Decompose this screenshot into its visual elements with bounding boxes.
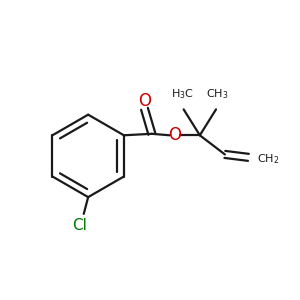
Text: CH$_3$: CH$_3$ (206, 87, 229, 100)
Text: O: O (138, 92, 151, 110)
Text: Cl: Cl (72, 218, 87, 233)
Text: H$_3$C: H$_3$C (171, 87, 194, 100)
Text: O: O (168, 126, 181, 144)
Text: CH$_2$: CH$_2$ (257, 152, 280, 166)
